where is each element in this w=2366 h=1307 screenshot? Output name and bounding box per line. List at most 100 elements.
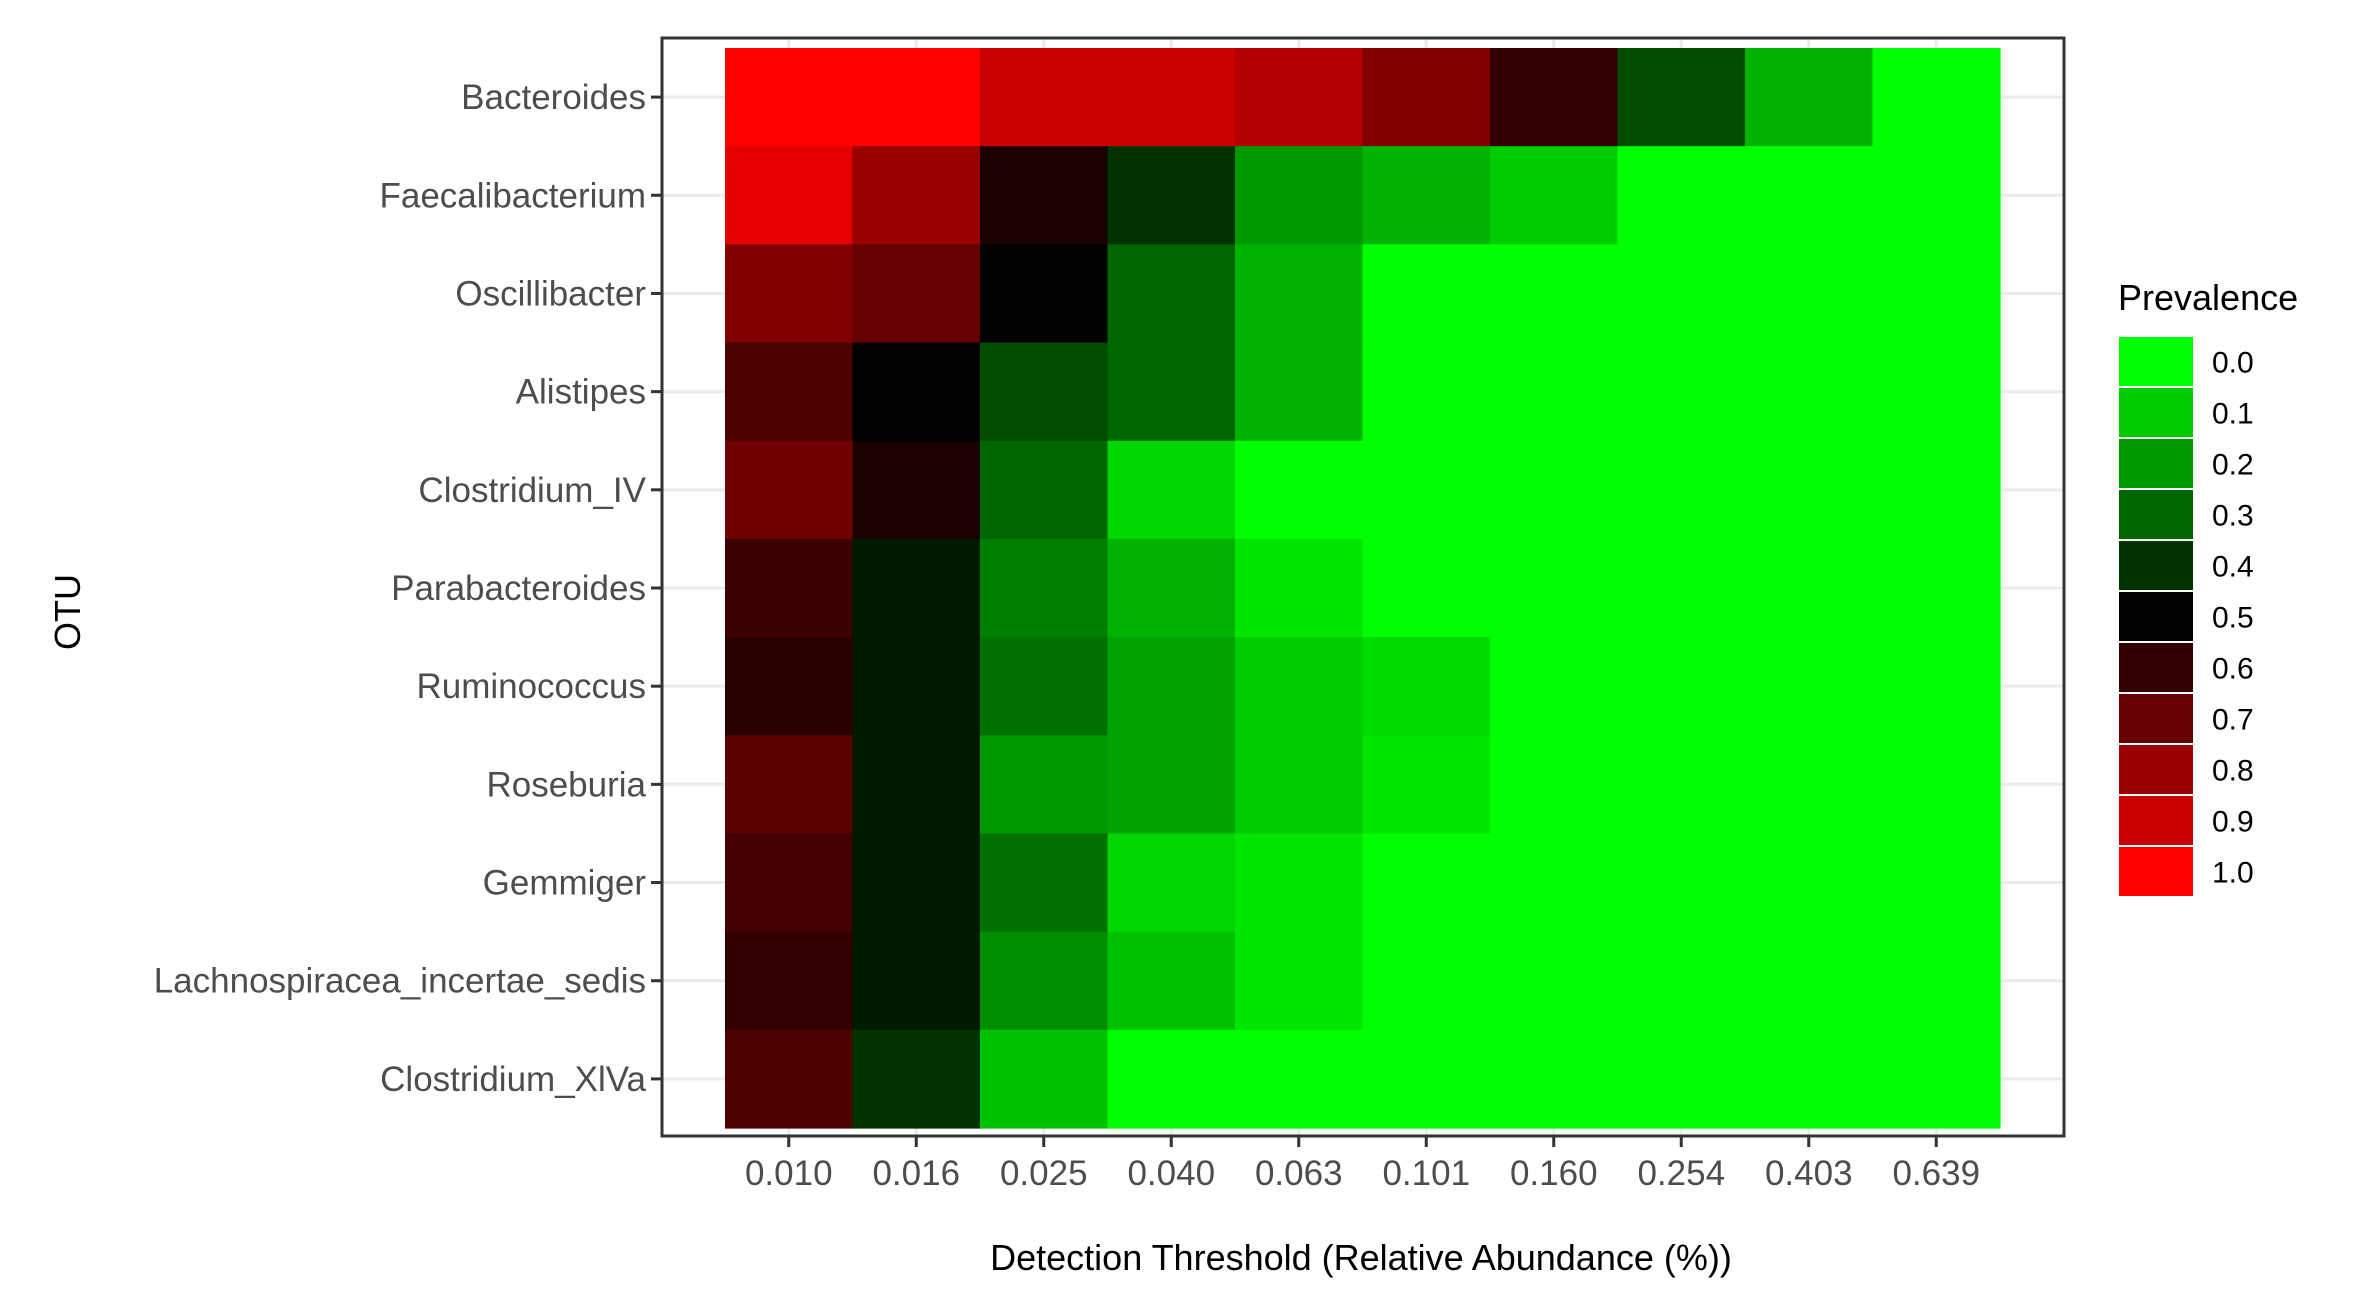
heatmap-cell [980,244,1109,344]
legend-key-swatch [2117,692,2195,745]
heatmap-cell [1107,538,1236,638]
heatmap-cell [852,244,981,344]
heatmap-cell [1107,48,1236,147]
heatmap-cell [1490,931,1619,1031]
heatmap-cell [1872,637,2001,736]
y-axis-ticks: Bacteroides Faecalibacterium Oscillibacter… [154,78,662,1099]
heatmap-cell [852,48,981,147]
heatmap-cell [1235,440,1364,540]
legend-key-swatch [2117,641,2195,694]
y-tick-label: Oscillibacter [455,274,646,313]
heatmap-cell [1362,637,1491,736]
heatmap-cell [1745,931,1874,1031]
heatmap-cell [1362,1029,1491,1129]
legend-key-swatch [2117,794,2195,847]
heatmap-cell [852,146,981,245]
heatmap-cell [1362,440,1491,540]
heatmap-cell [1235,735,1364,835]
legend-key-swatch [2117,590,2195,643]
y-tick-label: Lachnospiracea_incertae_sedis [154,962,646,1001]
legend-key-swatch [2117,335,2195,388]
legend-key-label: 0.0 [2212,347,2254,380]
x-tick-label: 0.403 [1765,1154,1853,1193]
legend-key-label: 1.0 [2212,857,2254,890]
heatmap-cell [1872,440,2001,540]
legend-key-label: 0.8 [2212,755,2254,788]
heatmap-cell [1872,735,2001,835]
x-tick-label: 0.010 [745,1154,833,1193]
y-tick-label: Roseburia [486,765,646,804]
heatmap-cell [1362,48,1491,147]
heatmap-cell [1235,244,1364,344]
heatmap-cell [852,833,981,933]
heatmap-cell [1362,146,1491,245]
y-tick-label: Bacteroides [461,78,646,117]
heatmap-cell [1872,342,2001,442]
legend-key-swatch [2117,539,2195,592]
heatmap-cell [1490,1029,1619,1129]
heatmap-cell [1617,833,1746,933]
x-tick-label: 0.025 [1000,1154,1088,1193]
y-tick-label: Clostridium_IV [418,471,646,510]
heatmap-cell [1872,146,2001,245]
heatmap-cell [1745,1029,1874,1129]
legend-key-swatch [2117,845,2195,898]
heatmap-cell [980,440,1109,540]
heatmap-cell [1617,244,1746,344]
heatmap-cell [1362,342,1491,442]
heatmap-cell [1872,538,2001,638]
heatmap-cell [852,637,981,736]
x-tick-label: 0.639 [1892,1154,1980,1193]
heatmap-cell [980,735,1109,835]
heatmap-cell [1362,735,1491,835]
heatmap-cell [1490,146,1619,245]
legend-key-label: 0.2 [2212,449,2254,482]
heatmap-cell [1362,833,1491,933]
heatmap-cell [1872,833,2001,933]
heatmap-cell [1235,1029,1364,1129]
heatmap-cell [1745,146,1874,245]
heatmap-cell [1872,931,2001,1031]
heatmap-cell [1235,146,1364,245]
heatmap-cell [1617,342,1746,442]
x-tick-label: 0.160 [1510,1154,1598,1193]
heatmap-cell [1235,931,1364,1031]
heatmap-cell [1490,538,1619,638]
heatmap-cell [980,342,1109,442]
heatmap-cell [1107,244,1236,344]
heatmap-cell [1490,342,1619,442]
heatmap-cell [980,833,1109,933]
heatmap-cells [725,48,2001,1129]
legend-key-swatch [2117,386,2195,439]
heatmap-cell [725,244,854,344]
heatmap-cell [1107,833,1236,933]
heatmap-cell [1745,342,1874,442]
heatmap-cell [1745,244,1874,344]
heatmap-cell [1745,833,1874,933]
heatmap-cell [1745,538,1874,638]
heatmap-cell [725,48,854,147]
legend-key-label: 0.1 [2212,398,2254,431]
legend-key-label: 0.6 [2212,653,2254,686]
legend-key-label: 0.9 [2212,806,2254,839]
x-tick-label: 0.254 [1637,1154,1725,1193]
heatmap-cell [1872,1029,2001,1129]
heatmap-cell [1490,440,1619,540]
legend-key-swatch [2117,743,2195,796]
legend-key-label: 0.5 [2212,602,2254,635]
heatmap-cell [980,637,1109,736]
heatmap-cell [980,931,1109,1031]
x-tick-label: 0.063 [1255,1154,1343,1193]
heatmap-cell [1362,538,1491,638]
legend-key-swatch [2117,488,2195,541]
heatmap-cell [1490,48,1619,147]
heatmap-cell [1617,48,1746,147]
heatmap-cell [1235,342,1364,442]
heatmap-cell [1872,244,2001,344]
x-axis-ticks: 0.010 0.016 0.025 0.040 0.063 0.101 0.160 0.254… [745,1136,1980,1193]
heatmap-cell [1362,931,1491,1031]
legend: Prevalence 0.00.10.20.30.40.50.60.70.80.… [2117,277,2298,898]
y-tick-label: Alistipes [516,373,646,412]
heatmap-cell [725,342,854,442]
